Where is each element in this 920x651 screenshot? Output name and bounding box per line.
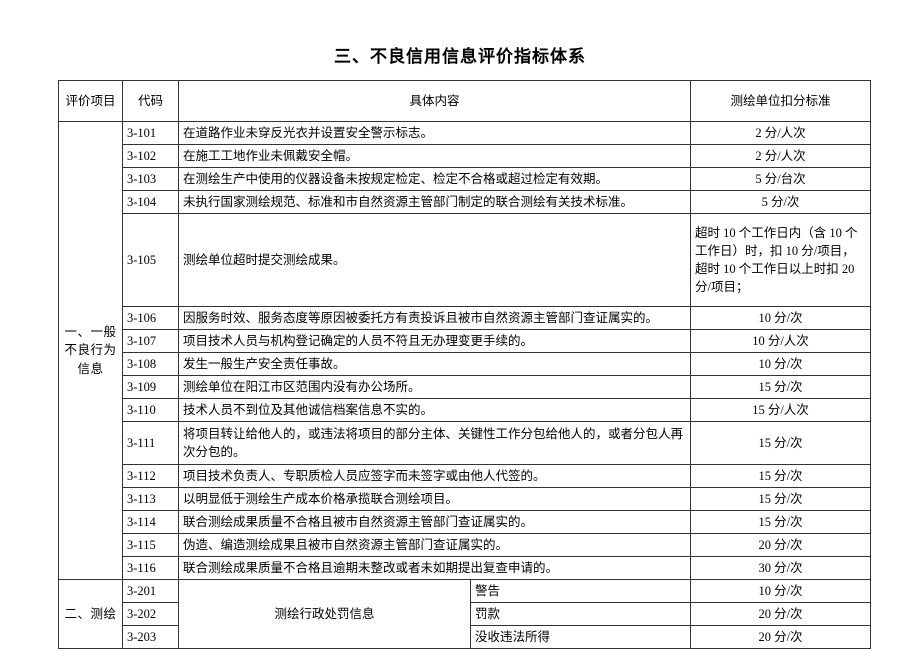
content-cell: 在测绘生产中使用的仪器设备未按规定检定、检定不合格或超过检定有效期。	[177, 167, 692, 191]
code-cell: 3-110	[122, 398, 179, 422]
table-row: 3-109 测绘单位在阳江市区范围内没有办公场所。 15 分/次	[59, 375, 872, 399]
merged-content-cell: 测绘行政处罚信息	[178, 579, 471, 649]
table-row: 3-116 联合测绘成果质量不合格且逾期未整改或者未如期提出复查申请的。 30 分/…	[59, 556, 872, 580]
content-cell: 测绘单位超时提交测绘成果。	[177, 213, 692, 307]
indicator-table: 评价项目 代码 具体内容 测绘单位扣分标准 一、一般不良行为信息 3-101 在道路…	[58, 80, 872, 649]
content-cell: 项目技术负责人、专职质检人员应签字而未签字或由他人代签的。	[177, 464, 692, 488]
table-row: 3-113 以明显低于测绘生产成本价格承揽联合测绘项目。 15 分/次	[59, 487, 872, 511]
category-cell: 二、测绘	[58, 579, 123, 649]
category-cell: 一、一般不良行为信息	[58, 121, 123, 580]
content-cell: 未执行国家测绘规范、标准和市自然资源主管部门制定的联合测绘有关技术标准。	[177, 190, 692, 214]
score-cell: 10 分/次	[690, 579, 872, 603]
table-row: 3-102 在施工工地作业未佩戴安全帽。 2 分/人次	[59, 144, 872, 168]
table-row: 3-110 技术人员不到位及其他诚信档案信息不实的。 15 分/人次	[59, 398, 872, 422]
table-row: 3-111 将项目转让给他人的，或违法将项目的部分主体、关键性工作分包给他人的，或…	[59, 421, 872, 465]
table-row: 3-114 联合测绘成果质量不合格且被市自然资源主管部门查证属实的。 15 分/次	[59, 510, 872, 534]
table-row: 3-202 罚款 20 分/次	[59, 602, 872, 626]
code-cell: 3-109	[122, 375, 179, 399]
table-row: 3-203 没收违法所得 20 分/次	[59, 625, 872, 649]
code-cell: 3-101	[122, 121, 179, 145]
code-cell: 3-112	[122, 464, 179, 488]
content-cell: 罚款	[469, 602, 692, 626]
table-row: 3-108 发生一般生产安全责任事故。 10 分/次	[59, 352, 872, 376]
content-cell: 联合测绘成果质量不合格且逾期未整改或者未如期提出复查申请的。	[177, 556, 692, 580]
score-cell: 2 分/人次	[690, 121, 872, 145]
score-cell: 20 分/次	[690, 533, 872, 557]
content-cell: 因服务时效、服务态度等原因被委托方有责投诉且被市自然资源主管部门查证属实的。	[177, 306, 692, 330]
code-cell: 3-102	[122, 144, 179, 168]
content-cell: 在道路作业未穿反光衣并设置安全警示标志。	[177, 121, 692, 145]
column-header-code: 代码	[122, 80, 179, 122]
column-header-score: 测绘单位扣分标准	[690, 80, 872, 122]
code-cell: 3-203	[122, 625, 179, 649]
score-cell: 15 分/人次	[690, 398, 872, 422]
table-header-row: 评价项目 代码 具体内容 测绘单位扣分标准	[58, 80, 872, 122]
score-cell: 5 分/次	[690, 190, 872, 214]
score-cell: 5 分/台次	[690, 167, 872, 191]
table-row: 3-104 未执行国家测绘规范、标准和市自然资源主管部门制定的联合测绘有关技术标准…	[59, 190, 872, 214]
table-row: 3-107 项目技术人员与机构登记确定的人员不符且无办理变更手续的。 10 分/人次	[59, 329, 872, 353]
code-cell: 3-116	[122, 556, 179, 580]
content-cell: 将项目转让给他人的，或违法将项目的部分主体、关键性工作分包给他人的，或者分包人再…	[177, 421, 692, 465]
table-row: 3-106 因服务时效、服务态度等原因被委托方有责投诉且被市自然资源主管部门查证属…	[59, 306, 872, 330]
code-cell: 3-108	[122, 352, 179, 376]
content-cell: 警告	[469, 579, 692, 603]
content-cell: 测绘单位在阳江市区范围内没有办公场所。	[177, 375, 692, 399]
content-cell: 伪造、编造测绘成果且被市自然资源主管部门查证属实的。	[177, 533, 692, 557]
content-cell: 联合测绘成果质量不合格且被市自然资源主管部门查证属实的。	[177, 510, 692, 534]
score-cell: 2 分/人次	[690, 144, 872, 168]
table-row: 3-105 测绘单位超时提交测绘成果。 超时 10 个工作日内（含 10 个工作日）…	[59, 213, 872, 307]
content-cell: 以明显低于测绘生产成本价格承揽联合测绘项目。	[177, 487, 692, 511]
score-cell: 15 分/次	[690, 487, 872, 511]
code-cell: 3-202	[122, 602, 179, 626]
score-cell: 15 分/次	[690, 464, 872, 488]
code-cell: 3-106	[122, 306, 179, 330]
code-cell: 3-115	[122, 533, 179, 557]
table-header: 评价项目 代码 具体内容 测绘单位扣分标准	[58, 80, 872, 122]
content-cell: 项目技术人员与机构登记确定的人员不符且无办理变更手续的。	[177, 329, 692, 353]
score-cell: 30 分/次	[690, 556, 872, 580]
score-cell: 10 分/次	[690, 352, 872, 376]
code-cell: 3-111	[122, 421, 179, 465]
code-cell: 3-107	[122, 329, 179, 353]
score-cell: 20 分/次	[690, 602, 872, 626]
score-cell: 10 分/人次	[690, 329, 872, 353]
column-header-content: 具体内容	[177, 80, 692, 122]
score-cell: 10 分/次	[690, 306, 872, 330]
column-header-category: 评价项目	[58, 80, 123, 122]
content-cell: 在施工工地作业未佩戴安全帽。	[177, 144, 692, 168]
table-row: 二、测绘 3-201 测绘行政处罚信息 警告 10 分/次	[58, 579, 872, 649]
code-cell: 3-105	[122, 213, 179, 307]
score-cell: 超时 10 个工作日内（含 10 个工作日）时，扣 10 分/项目，超时 10 …	[690, 213, 872, 307]
code-cell: 3-201	[122, 579, 179, 603]
score-cell: 20 分/次	[690, 625, 872, 649]
table-row: 一、一般不良行为信息 3-101 在道路作业未穿反光衣并设置安全警示标志。 2 分/人…	[58, 121, 872, 580]
table-row: 3-112 项目技术负责人、专职质检人员应签字而未签字或由他人代签的。 15 分/次	[59, 464, 872, 488]
code-cell: 3-114	[122, 510, 179, 534]
score-cell: 15 分/次	[690, 375, 872, 399]
content-cell: 没收违法所得	[469, 625, 692, 649]
content-cell: 技术人员不到位及其他诚信档案信息不实的。	[177, 398, 692, 422]
page-title: 三、不良信用信息评价指标体系	[334, 47, 586, 66]
code-cell: 3-113	[122, 487, 179, 511]
code-cell: 3-103	[122, 167, 179, 191]
score-cell: 15 分/次	[690, 421, 872, 465]
code-cell: 3-104	[122, 190, 179, 214]
table-row: 3-103 在测绘生产中使用的仪器设备未按规定检定、检定不合格或超过检定有效期。 5…	[59, 167, 872, 191]
score-cell: 15 分/次	[690, 510, 872, 534]
content-cell: 发生一般生产安全责任事故。	[177, 352, 692, 376]
table-body: 一、一般不良行为信息 3-101 在道路作业未穿反光衣并设置安全警示标志。 2 分/人…	[58, 121, 872, 649]
indicator-table-container: 评价项目 代码 具体内容 测绘单位扣分标准 一、一般不良行为信息 3-101 在道路…	[58, 80, 872, 649]
table-row: 3-115 伪造、编造测绘成果且被市自然资源主管部门查证属实的。 20 分/次	[59, 533, 872, 557]
